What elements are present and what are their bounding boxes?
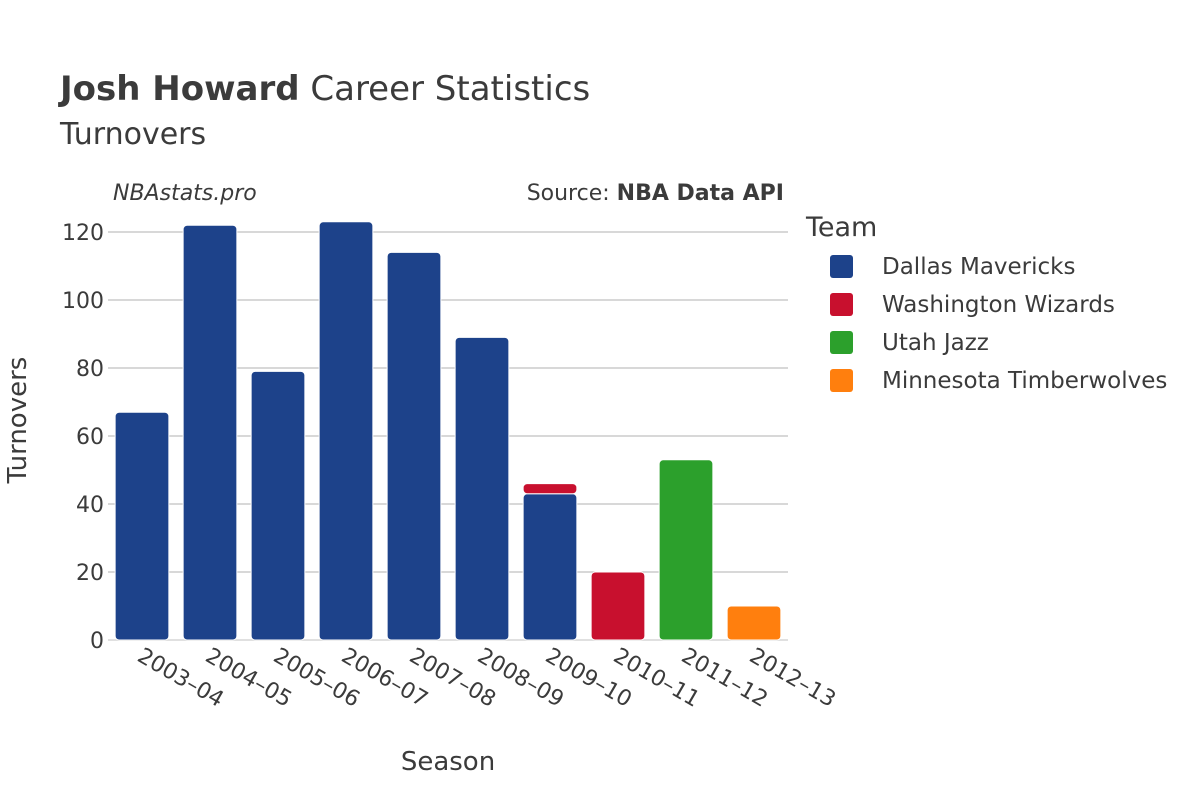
- legend-title: Team: [805, 212, 877, 243]
- source-name: NBA Data API: [617, 181, 784, 206]
- site-watermark: NBAstats.pro: [113, 181, 257, 206]
- bar-minnesota-timberwolves[interactable]: [726, 605, 782, 641]
- bars: [114, 221, 782, 641]
- y-tick-labels: 0 20 40 60 80 100 120: [62, 221, 104, 654]
- bar-dallas-mavericks[interactable]: [454, 336, 510, 641]
- y-tick-label: 40: [76, 493, 104, 518]
- legend-swatch-minnesota-timberwolves[interactable]: [830, 369, 853, 392]
- y-tick-label: 100: [62, 289, 104, 314]
- source-prefix: Source:: [527, 181, 617, 206]
- bar-dallas-mavericks[interactable]: [250, 370, 306, 641]
- y-tick-label: 0: [90, 629, 104, 654]
- bar-washington-wizards[interactable]: [590, 571, 646, 641]
- legend-swatch-washington-wizards[interactable]: [830, 293, 853, 316]
- bar-dallas-mavericks[interactable]: [386, 251, 442, 641]
- chart-title-name: Josh Howard: [58, 69, 300, 109]
- chart-title: Josh Howard Career Statistics: [58, 69, 590, 109]
- y-tick-label: 60: [76, 425, 104, 450]
- y-tick-label: 80: [76, 357, 104, 382]
- bar-dallas-mavericks[interactable]: [114, 411, 170, 641]
- legend-swatch-dallas-mavericks[interactable]: [830, 255, 853, 278]
- bar-dallas-mavericks[interactable]: [318, 221, 374, 641]
- chart-subtitle: Turnovers: [59, 117, 206, 152]
- bar-washington-wizards[interactable]: [522, 483, 578, 495]
- x-tick-labels: 2003–042004–052005–062006–072007–082008–…: [133, 644, 840, 713]
- legend-label-minnesota-timberwolves[interactable]: Minnesota Timberwolves: [882, 368, 1167, 394]
- y-tick-label: 20: [76, 561, 104, 586]
- source-credit: Source: NBA Data API: [527, 181, 784, 206]
- bar-dallas-mavericks[interactable]: [182, 224, 238, 641]
- legend-label-utah-jazz[interactable]: Utah Jazz: [882, 330, 989, 356]
- x-axis-title: Season: [401, 747, 495, 777]
- bar-dallas-mavericks[interactable]: [522, 493, 578, 641]
- bar-utah-jazz[interactable]: [658, 459, 714, 641]
- y-tick-label: 120: [62, 221, 104, 246]
- legend-label-dallas-mavericks[interactable]: Dallas Mavericks: [882, 254, 1075, 280]
- legend-label-washington-wizards[interactable]: Washington Wizards: [882, 292, 1115, 318]
- legend: Dallas Mavericks Washington Wizards Utah J…: [830, 254, 1167, 394]
- chart-title-rest: Career Statistics: [300, 69, 591, 109]
- legend-swatch-utah-jazz[interactable]: [830, 331, 853, 354]
- y-axis-title: Turnovers: [3, 357, 33, 485]
